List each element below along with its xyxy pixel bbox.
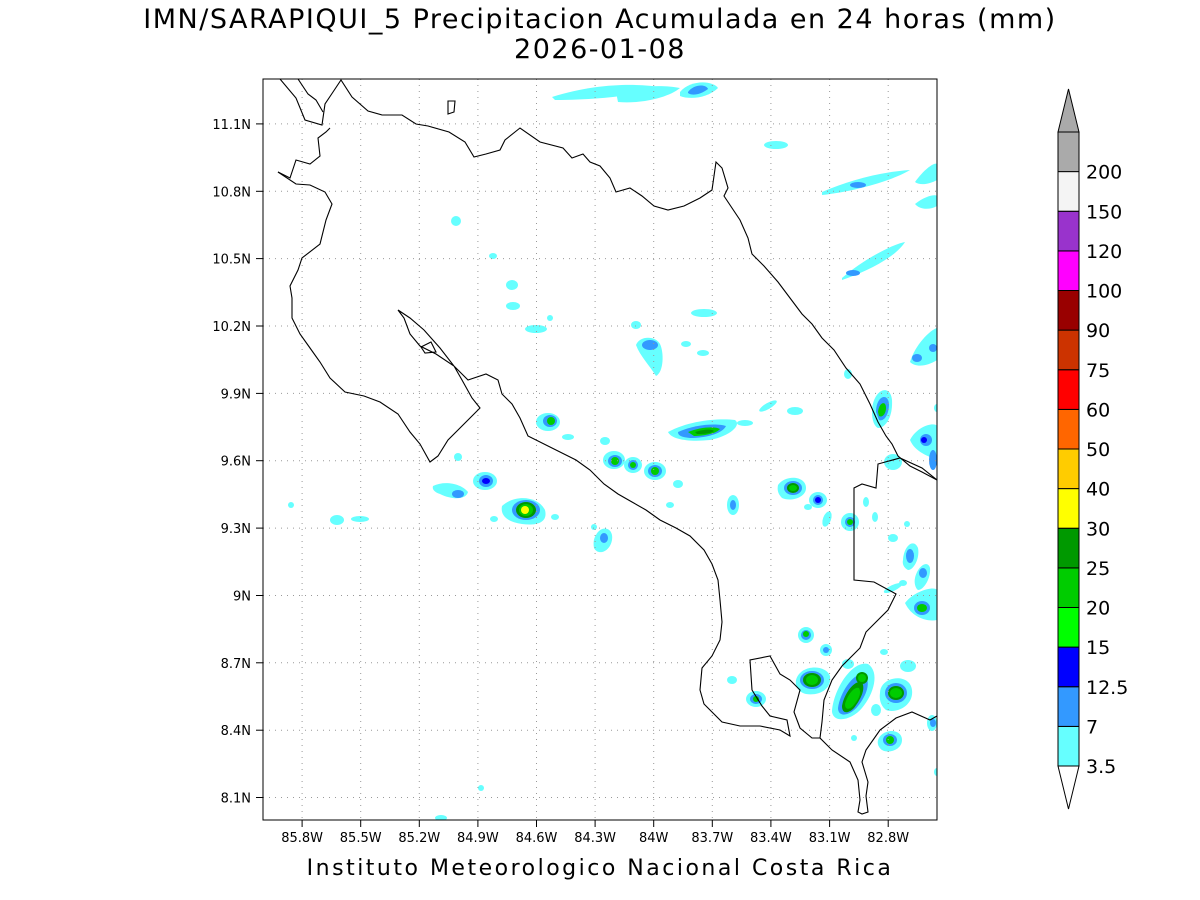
colorbar-label: 3.5 bbox=[1086, 756, 1116, 778]
colorbar-swatch bbox=[1057, 131, 1080, 173]
colorbar-swatch bbox=[1057, 290, 1080, 331]
colorbar-swatch bbox=[1057, 171, 1080, 212]
colorbar-label: 20 bbox=[1086, 598, 1110, 620]
lat-tick-label: 9.6N bbox=[221, 455, 251, 470]
colorbar-swatch bbox=[1057, 646, 1080, 688]
lat-tick-label: 9.9N bbox=[221, 387, 251, 402]
colorbar-label: 150 bbox=[1086, 201, 1122, 223]
lon-tick-label: 84W bbox=[639, 831, 669, 846]
map-axes: 85.8W 85.5W 85.2W 84.9W 84.6W 84.3W 84W 83.7W 83… bbox=[212, 118, 909, 846]
lon-tick-label: 84.6W bbox=[516, 831, 558, 846]
colorbar-label: 12.5 bbox=[1086, 677, 1128, 699]
lat-tick-label: 8.7N bbox=[221, 657, 251, 672]
colorbar-swatch bbox=[1057, 448, 1080, 490]
colorbar-label: 30 bbox=[1086, 518, 1110, 540]
colorbar-label: 60 bbox=[1086, 399, 1110, 421]
lat-tick-label: 9N bbox=[233, 590, 251, 605]
colorbar-swatch bbox=[1057, 210, 1080, 252]
colorbar-swatch bbox=[1057, 369, 1080, 410]
lon-tick-label: 82.8W bbox=[867, 831, 909, 846]
precipitation-areas bbox=[288, 82, 937, 820]
colorbar-label: 40 bbox=[1086, 479, 1110, 501]
colorbar-label: 200 bbox=[1086, 162, 1122, 184]
colorbar-swatch bbox=[1057, 686, 1080, 727]
lat-tick-label: 9.3N bbox=[221, 522, 251, 537]
lat-tick-label: 10.8N bbox=[212, 185, 251, 200]
colorbar-swatch bbox=[1057, 567, 1080, 609]
lat-tick-label: 11.1N bbox=[212, 118, 251, 133]
map-date: 2026-01-08 bbox=[514, 34, 686, 65]
footer-credit: Instituto Meteorologico Nacional Costa R… bbox=[306, 856, 894, 881]
colorbar-arrow-bottom bbox=[1057, 765, 1080, 810]
colorbar-swatch bbox=[1057, 527, 1080, 569]
graticule bbox=[263, 79, 937, 820]
lon-tick-label: 85.2W bbox=[398, 831, 440, 846]
colorbar-swatch bbox=[1057, 329, 1080, 371]
colorbar-label: 7 bbox=[1086, 716, 1098, 738]
colorbar-swatch bbox=[1057, 408, 1080, 450]
lon-tick-label: 83.7W bbox=[691, 831, 733, 846]
lon-tick-label: 85.8W bbox=[281, 831, 323, 846]
lat-tick-label: 8.4N bbox=[221, 724, 251, 739]
colorbar-label: 90 bbox=[1086, 320, 1110, 342]
lat-tick-label: 10.2N bbox=[212, 320, 251, 335]
colorbar-swatch bbox=[1057, 725, 1080, 767]
colorbar-label: 15 bbox=[1086, 637, 1110, 659]
colorbar-label: 25 bbox=[1086, 558, 1110, 580]
map-title: IMN/SARAPIQUI_5 Precipitacion Acumulada … bbox=[143, 4, 1057, 35]
colorbar: 3.5 7 12.5 15 20 25 30 40 50 60 75 90 100 120 150 200 bbox=[1057, 88, 1128, 810]
lon-tick-label: 84.9W bbox=[457, 831, 499, 846]
coastline bbox=[277, 79, 937, 815]
lat-tick-label: 10.5N bbox=[212, 253, 251, 268]
map-frame bbox=[262, 78, 938, 821]
colorbar-arrow-top bbox=[1057, 88, 1080, 133]
lon-tick-label: 84.3W bbox=[574, 831, 616, 846]
colorbar-label: 50 bbox=[1086, 439, 1110, 461]
lat-tick-label: 8.1N bbox=[221, 792, 251, 807]
colorbar-label: 100 bbox=[1086, 281, 1122, 303]
colorbar-label: 75 bbox=[1086, 360, 1110, 382]
colorbar-swatch bbox=[1057, 607, 1080, 648]
lon-tick-label: 83.4W bbox=[750, 831, 792, 846]
lon-tick-label: 83.1W bbox=[809, 831, 851, 846]
colorbar-label: 120 bbox=[1086, 241, 1122, 263]
colorbar-swatch bbox=[1057, 488, 1080, 529]
lon-tick-label: 85.5W bbox=[340, 831, 382, 846]
colorbar-swatch bbox=[1057, 250, 1080, 291]
